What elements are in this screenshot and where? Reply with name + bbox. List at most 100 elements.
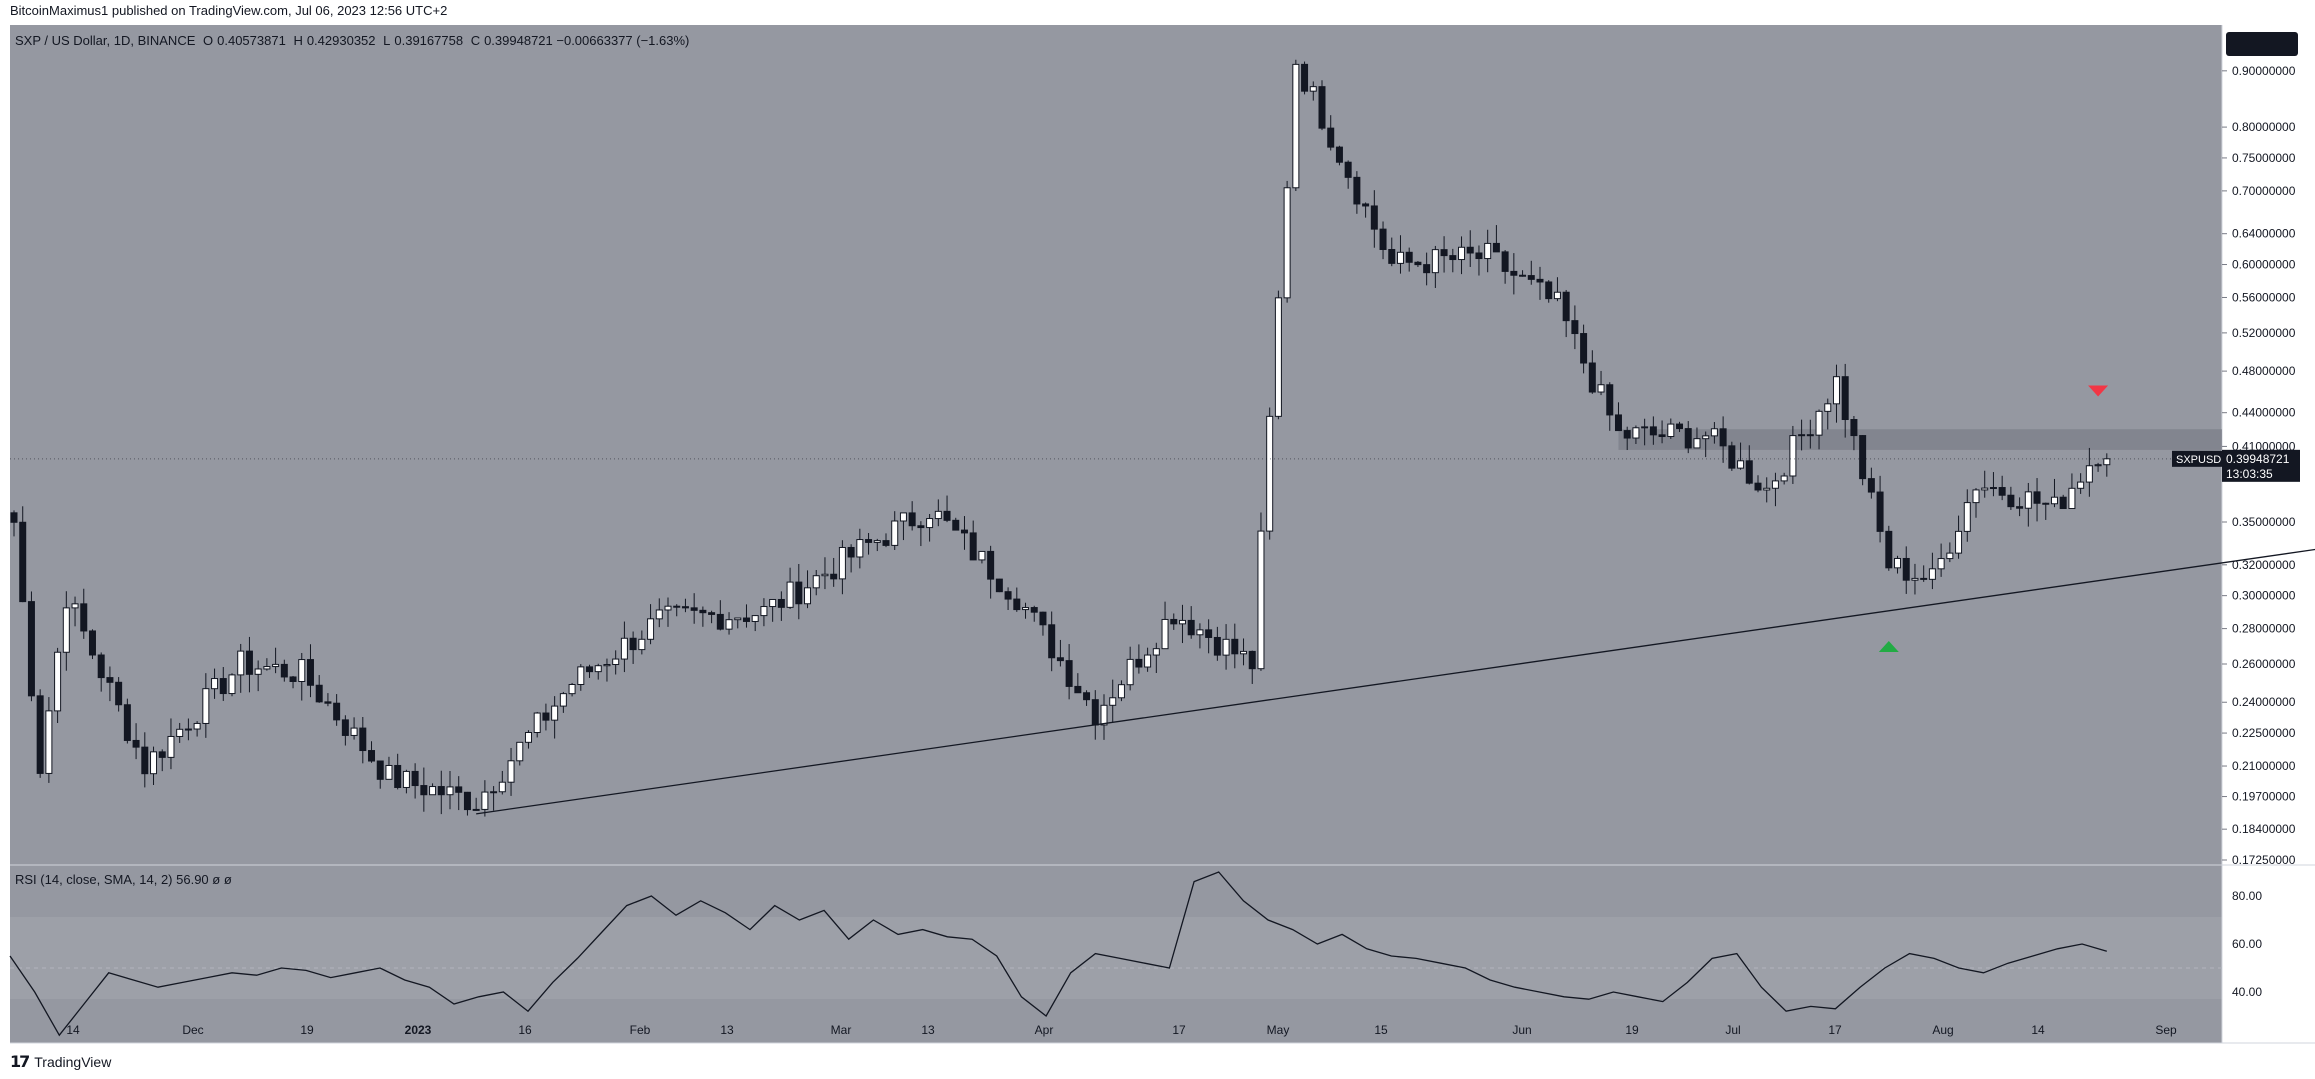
candle-up	[184, 728, 192, 731]
candle-up	[481, 791, 489, 810]
support-trendline	[476, 548, 2315, 815]
price-tick-label: 0.35000000	[2232, 515, 2296, 529]
candle-down	[1998, 487, 2006, 496]
candle-down	[1588, 362, 1596, 393]
time-tick-label: Mar	[831, 1023, 852, 1037]
low-label: L	[383, 33, 391, 48]
rsi-legend[interactable]: RSI (14, close, SMA, 14, 2) 56.90 ø ø	[15, 872, 232, 887]
candle-up	[1283, 187, 1291, 299]
candle-down	[10, 512, 18, 523]
candle-down	[437, 786, 445, 796]
candle-down	[681, 606, 689, 609]
candle-down	[1754, 482, 1762, 491]
candle-up	[62, 607, 70, 653]
candle-down	[1649, 426, 1657, 436]
candle-up	[507, 760, 515, 783]
candle-up	[1832, 376, 1840, 405]
candle-up	[559, 693, 567, 707]
candle-down	[1562, 291, 1570, 322]
candle-up	[193, 722, 201, 730]
price-tick-label: 0.17250000	[2232, 853, 2296, 867]
price-tick-label: 0.41000000	[2232, 439, 2296, 453]
time-tick-label: 14	[66, 1023, 80, 1037]
candle-down	[106, 677, 114, 683]
candle-up	[1274, 297, 1282, 417]
candle-up	[1178, 619, 1186, 625]
candle-down	[1013, 598, 1021, 611]
candle-down	[1571, 320, 1579, 335]
candle-down	[1048, 624, 1056, 659]
candle-down	[333, 702, 341, 721]
price-tick-label: 0.26000000	[2232, 657, 2296, 671]
candle-up	[1126, 658, 1134, 686]
candle-down	[455, 786, 463, 793]
candle-up	[1667, 423, 1675, 438]
candle-up	[725, 619, 733, 630]
candle-up	[1161, 618, 1169, 650]
time-tick-label: May	[1267, 1023, 1290, 1037]
candle-down	[742, 617, 750, 622]
candle-down	[315, 684, 323, 703]
candle-down	[19, 521, 27, 603]
close-value: 0.39948721 −0.00663377 (−1.63%)	[484, 33, 690, 48]
candle-down	[1449, 255, 1457, 261]
price-tick-label: 0.60000000	[2232, 258, 2296, 272]
candle-up	[1240, 650, 1248, 655]
candle-up	[150, 751, 158, 775]
candle-up	[263, 666, 271, 670]
candle-down	[1301, 63, 1309, 92]
tradingview-footer[interactable]: 𝟭𝟳 TradingView	[10, 1052, 111, 1072]
time-tick-label: Jun	[1512, 1023, 1531, 1037]
candle-down	[708, 612, 716, 615]
candle-up	[1553, 291, 1561, 300]
tradingview-brand: TradingView	[34, 1054, 112, 1070]
candle-down	[1187, 619, 1195, 636]
candle-down	[943, 510, 951, 521]
last-price-value: 0.39948721	[2226, 452, 2290, 466]
candle-down	[542, 712, 550, 721]
candle-down	[1885, 530, 1893, 569]
candle-up	[769, 598, 777, 608]
candle-down	[917, 525, 925, 529]
candle-up	[1894, 557, 1902, 569]
candle-up	[664, 605, 672, 611]
candle-down	[716, 613, 724, 630]
tradingview-logo-icon: 𝟭𝟳	[10, 1054, 30, 1071]
candle-down	[1248, 650, 1256, 670]
candle-up	[45, 710, 53, 774]
high-value: 0.42930352	[306, 33, 376, 48]
candle-down	[420, 785, 428, 796]
candle-up	[1266, 415, 1274, 532]
time-tick-label: 16	[518, 1023, 532, 1037]
candle-down	[376, 760, 384, 780]
candle-up	[1196, 629, 1204, 636]
candle-down	[1379, 228, 1387, 250]
candle-down	[629, 637, 637, 651]
candle-up	[612, 658, 620, 666]
candle-up	[429, 786, 437, 796]
time-tick-label: Sep	[2155, 1023, 2177, 1037]
candle-down	[1039, 611, 1047, 626]
time-tick-label: 19	[300, 1023, 314, 1037]
candle-up	[1763, 487, 1771, 491]
candle-up	[54, 651, 62, 712]
candle-up	[1702, 435, 1710, 440]
candle-up	[1152, 648, 1160, 656]
candle-up	[821, 573, 829, 577]
candle-up	[838, 546, 846, 580]
candle-up	[804, 587, 812, 605]
candle-up	[1022, 607, 1030, 611]
rsi-line	[9, 871, 2107, 1037]
candle-up	[1824, 403, 1832, 412]
price-tick-label: 0.28000000	[2232, 622, 2296, 636]
candle-up	[533, 712, 541, 733]
candle-down	[463, 791, 471, 811]
candle-up	[524, 731, 532, 743]
candle-down	[830, 573, 838, 580]
chart-settings-button[interactable]	[2226, 32, 2298, 56]
ohlc-legend[interactable]: SXP / US Dollar, 1D, BINANCE O 0.40573871…	[15, 33, 693, 48]
candle-down	[280, 663, 288, 678]
candle-up	[2103, 458, 2111, 466]
candle-down	[1676, 423, 1684, 430]
